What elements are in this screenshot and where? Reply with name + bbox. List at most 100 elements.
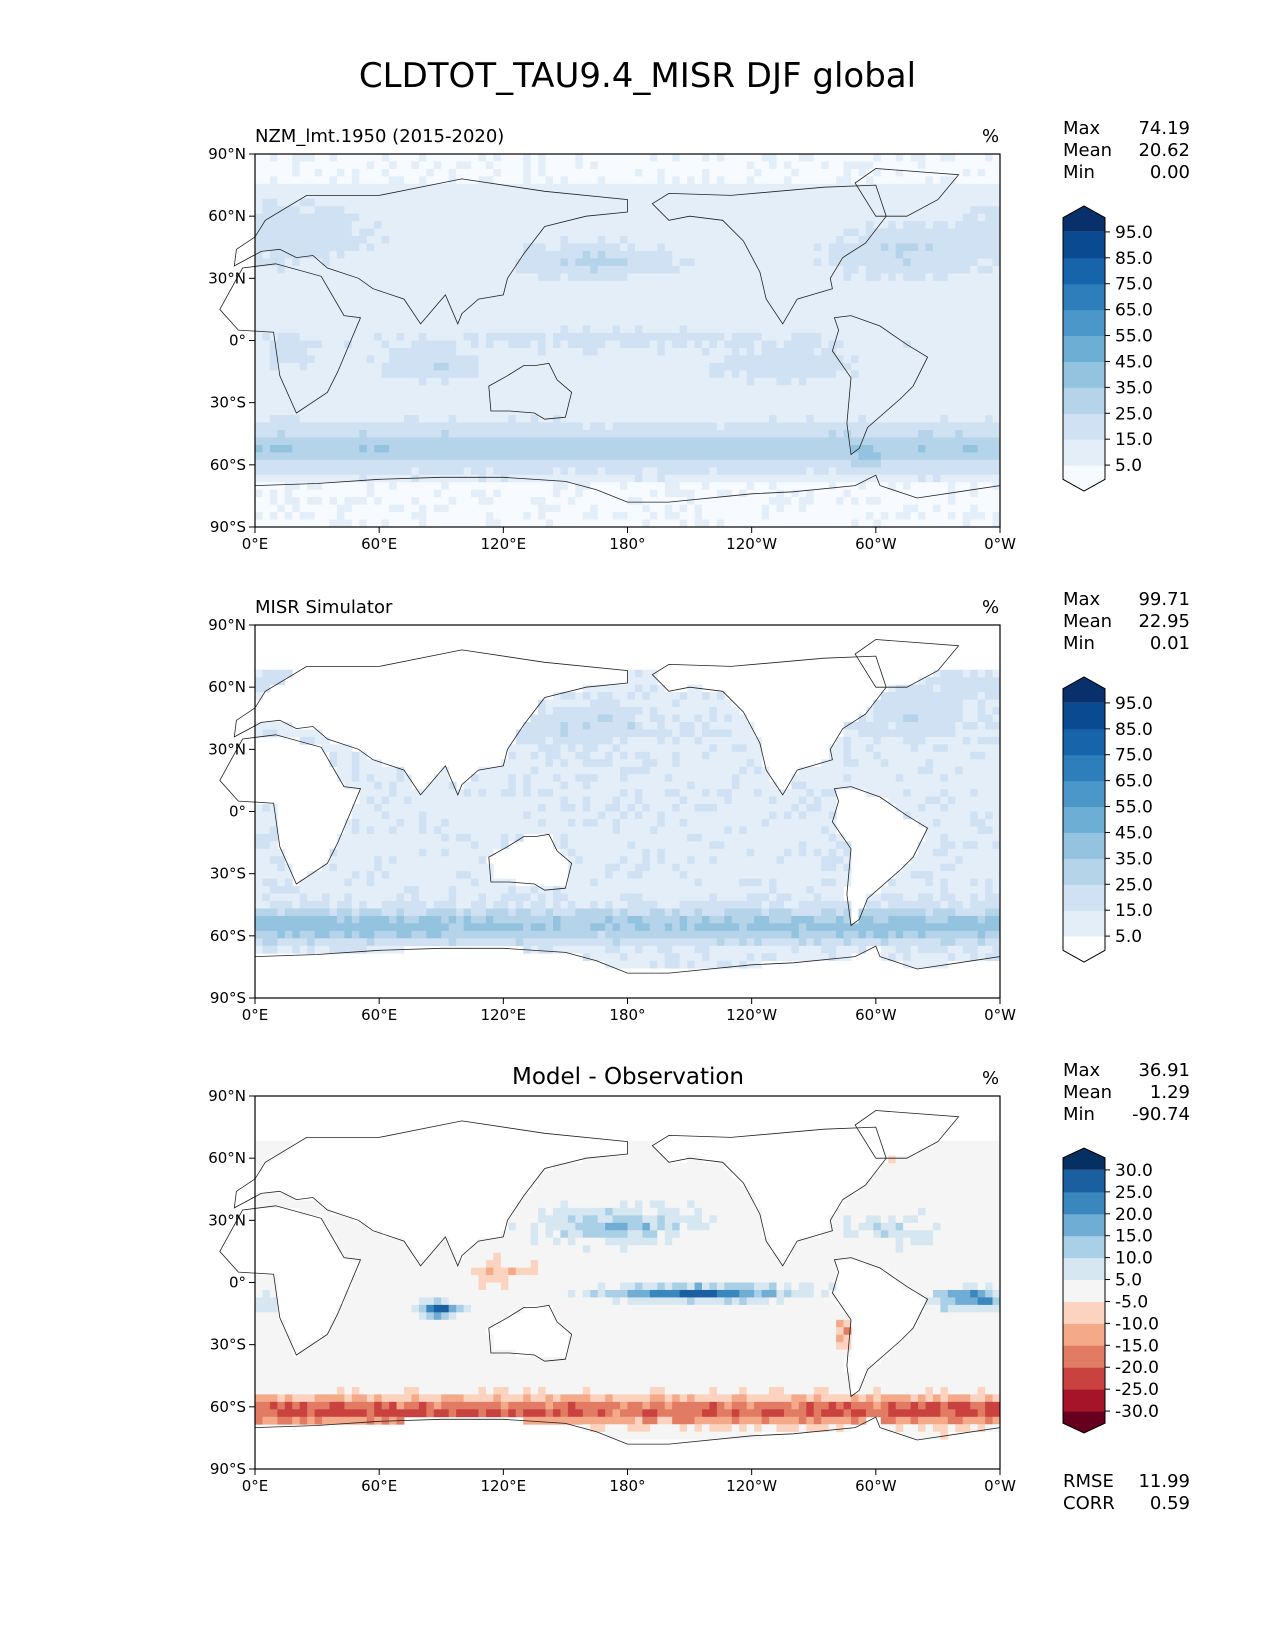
field-cell bbox=[724, 437, 733, 446]
field-cell bbox=[813, 318, 822, 326]
field-cell bbox=[843, 191, 852, 200]
field-cell bbox=[545, 280, 554, 289]
field-cell bbox=[731, 168, 740, 177]
field-cell bbox=[448, 444, 457, 453]
field-cell bbox=[702, 265, 710, 274]
field-cell bbox=[255, 168, 263, 177]
field-cell bbox=[575, 377, 584, 386]
field-cell bbox=[351, 347, 360, 356]
field-cell bbox=[694, 407, 703, 416]
field-cell bbox=[538, 221, 546, 229]
field-cell bbox=[523, 415, 532, 423]
field-cell bbox=[962, 415, 971, 423]
field-cell bbox=[575, 519, 584, 528]
field-cell bbox=[798, 459, 807, 468]
field-cell bbox=[716, 221, 725, 229]
field-cell bbox=[940, 183, 949, 192]
field-cell bbox=[389, 295, 397, 304]
field-cell bbox=[783, 370, 792, 379]
field-cell bbox=[508, 489, 517, 498]
field-cell bbox=[478, 489, 487, 498]
field-cell bbox=[366, 385, 375, 394]
field-cell bbox=[985, 333, 993, 341]
field-cell bbox=[329, 288, 338, 297]
field-cell bbox=[858, 295, 867, 304]
field-cell bbox=[605, 168, 613, 177]
field-cell bbox=[910, 213, 919, 222]
field-cell bbox=[553, 280, 561, 289]
field-cell bbox=[344, 198, 353, 207]
field-cell bbox=[329, 377, 338, 386]
field-cell bbox=[709, 183, 718, 192]
field-cell bbox=[359, 452, 368, 461]
field-cell bbox=[493, 333, 502, 341]
field-cell bbox=[746, 198, 755, 207]
field-cell bbox=[627, 340, 636, 349]
field-cell bbox=[418, 176, 427, 185]
field-cell bbox=[389, 482, 397, 491]
field-cell bbox=[471, 228, 479, 237]
field-cell bbox=[970, 295, 979, 304]
field-cell bbox=[456, 377, 464, 386]
field-cell bbox=[679, 161, 688, 170]
field-cell bbox=[471, 474, 479, 483]
field-cell bbox=[903, 258, 911, 267]
field-cell bbox=[903, 489, 911, 498]
field-cell bbox=[910, 258, 919, 267]
field-cell bbox=[746, 340, 755, 349]
field-cell bbox=[456, 213, 464, 222]
field-cell bbox=[947, 161, 956, 170]
field-cell bbox=[605, 213, 613, 222]
field-cell bbox=[716, 385, 725, 394]
field-cell bbox=[307, 280, 315, 289]
field-cell bbox=[642, 392, 651, 401]
field-cell bbox=[597, 206, 606, 215]
field-cell bbox=[366, 392, 375, 401]
field-cell bbox=[627, 519, 636, 528]
field-cell bbox=[433, 265, 442, 274]
field-cell bbox=[746, 273, 755, 282]
field-cell bbox=[292, 459, 301, 468]
field-cell bbox=[932, 221, 941, 229]
field-cell bbox=[746, 362, 755, 371]
field-cell bbox=[292, 437, 301, 446]
field-cell bbox=[746, 444, 755, 453]
field-cell bbox=[873, 191, 882, 200]
field-cell bbox=[769, 191, 777, 200]
field-cell bbox=[634, 288, 643, 297]
field-cell bbox=[970, 504, 979, 513]
field-cell bbox=[962, 191, 971, 200]
field-cell bbox=[374, 347, 383, 356]
field-cell bbox=[590, 489, 599, 498]
field-cell bbox=[769, 385, 777, 394]
field-cell bbox=[873, 318, 882, 326]
field-cell bbox=[418, 221, 427, 229]
field-cell bbox=[575, 355, 584, 364]
field-cell bbox=[396, 407, 405, 416]
field-cell bbox=[642, 258, 651, 267]
field-cell bbox=[903, 265, 911, 274]
field-cell bbox=[992, 370, 1001, 379]
field-cell bbox=[903, 347, 911, 356]
field-cell bbox=[992, 198, 1001, 207]
field-cell bbox=[724, 176, 733, 185]
field-cell bbox=[299, 400, 308, 409]
field-cell bbox=[769, 504, 777, 513]
field-cell bbox=[255, 519, 263, 528]
field-cell bbox=[664, 295, 673, 304]
field-cell bbox=[709, 370, 718, 379]
field-cell bbox=[500, 347, 509, 356]
field-cell bbox=[262, 400, 271, 409]
field-cell bbox=[672, 392, 681, 401]
field-cell bbox=[426, 489, 435, 498]
field-cell bbox=[806, 467, 815, 476]
field-cell bbox=[836, 161, 844, 170]
field-cell bbox=[865, 407, 874, 416]
field-cell bbox=[843, 265, 852, 274]
field-cell bbox=[322, 318, 330, 326]
field-cell bbox=[493, 437, 502, 446]
field-cell bbox=[985, 198, 993, 207]
field-cell bbox=[888, 154, 897, 162]
field-cell bbox=[709, 325, 718, 334]
field-cell bbox=[806, 161, 815, 170]
